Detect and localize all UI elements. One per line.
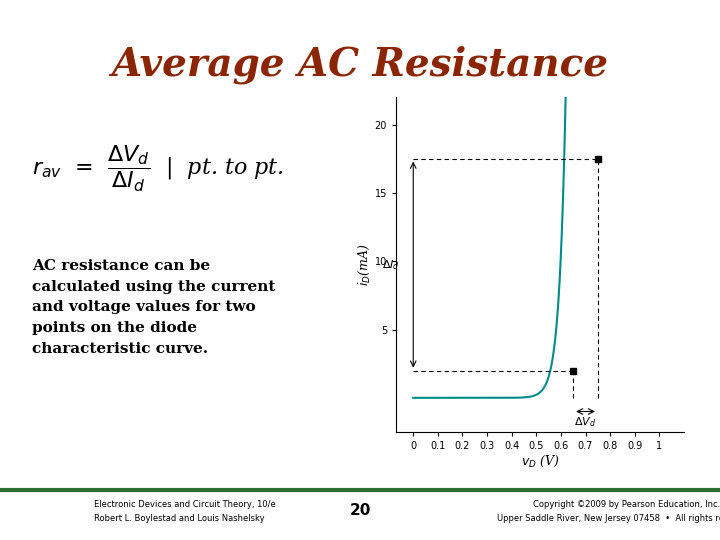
Text: $\Delta V_d$: $\Delta V_d$ [575, 416, 597, 429]
Text: $\Delta I_d$: $\Delta I_d$ [382, 258, 400, 272]
Y-axis label: $i_D$(mA): $i_D$(mA) [356, 244, 372, 286]
Text: AC resistance can be
calculated using the current
and voltage values for two
poi: AC resistance can be calculated using th… [32, 259, 276, 356]
Text: PEARSON: PEARSON [13, 505, 58, 514]
Text: —: — [30, 520, 41, 530]
Text: Average AC Resistance: Average AC Resistance [112, 46, 608, 84]
Text: 20: 20 [349, 503, 371, 518]
Text: $r_{av}$  =  $\dfrac{\Delta V_d}{\Delta I_d}$  |  pt. to pt.: $r_{av}$ = $\dfrac{\Delta V_d}{\Delta I_… [32, 144, 284, 194]
Text: Upper Saddle River, New Jersey 07458  •  All rights reserved.: Upper Saddle River, New Jersey 07458 • A… [498, 514, 720, 523]
Text: Robert L. Boylestad and Louis Nashelsky: Robert L. Boylestad and Louis Nashelsky [94, 514, 264, 523]
Text: Electronic Devices and Circuit Theory, 10/e: Electronic Devices and Circuit Theory, 1… [94, 501, 275, 509]
X-axis label: $v_D$ (V): $v_D$ (V) [521, 454, 559, 469]
Text: Copyright ©2009 by Pearson Education, Inc.: Copyright ©2009 by Pearson Education, In… [533, 501, 720, 509]
